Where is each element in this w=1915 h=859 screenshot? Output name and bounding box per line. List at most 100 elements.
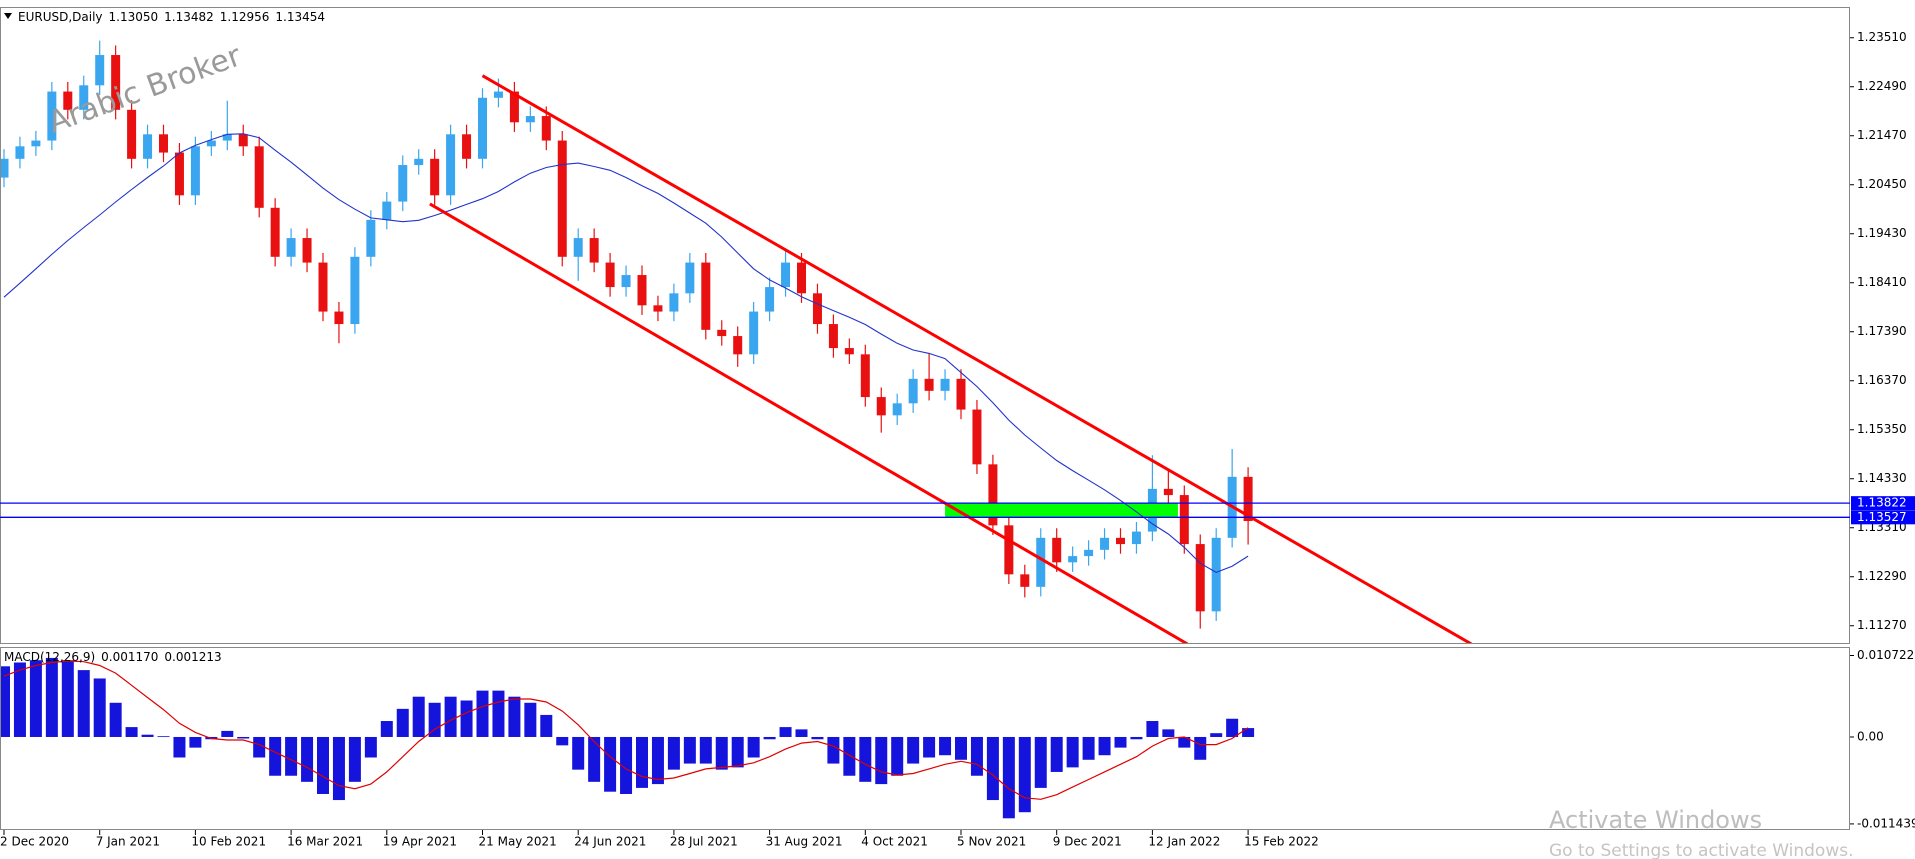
macd-bar: [795, 729, 808, 737]
candle-body: [430, 158, 440, 196]
candle-body: [621, 275, 631, 288]
dropdown-arrow[interactable]: [4, 13, 12, 19]
candle-body: [605, 262, 615, 288]
candle-body: [717, 329, 727, 337]
candle-body: [206, 140, 216, 147]
y-tick-label: 1.21470: [1857, 128, 1907, 142]
candle-body: [79, 85, 89, 110]
x-tick-label: 28 Jul 2021: [670, 835, 738, 849]
y-tick-label: 1.17390: [1857, 324, 1907, 338]
y-tick-label: 1.22490: [1857, 79, 1907, 93]
macd-bar: [747, 736, 760, 758]
readout-value: 0.001213: [164, 650, 221, 664]
macd-bar: [492, 690, 505, 737]
macd-bar: [923, 736, 936, 758]
macd-bar: [588, 736, 601, 782]
y-tick-label: -0.011439: [1857, 816, 1915, 830]
x-tick-label: 2 Dec 2020: [0, 835, 69, 849]
macd-bar: [301, 736, 314, 782]
macd-bar: [939, 736, 952, 756]
macd-bar: [412, 696, 425, 737]
macd-bar: [683, 736, 696, 764]
macd-bar: [572, 736, 585, 770]
macd-bar: [1210, 733, 1223, 737]
macd-bar: [1178, 736, 1191, 748]
macd-bar: [317, 736, 329, 794]
macd-bar: [1226, 718, 1239, 737]
macd-bar: [1098, 736, 1111, 756]
macd-bar: [1114, 736, 1127, 748]
macd-bar: [604, 736, 617, 792]
candle-body: [222, 134, 232, 141]
macd-bar: [476, 690, 489, 737]
candle-body: [908, 378, 918, 404]
macd-bar: [364, 736, 377, 758]
readout-value: 1.13482: [164, 10, 214, 24]
candle-body: [190, 146, 200, 196]
candle-body: [414, 158, 424, 166]
candle-body: [366, 219, 376, 257]
macd-bar: [986, 736, 999, 801]
macd-bar: [827, 736, 840, 764]
y-tick-label: 0.00: [1857, 729, 1884, 743]
zone: [945, 503, 1178, 518]
candle-body: [573, 238, 583, 257]
macd-bar: [125, 727, 138, 737]
macd-bar: [428, 702, 441, 737]
candle-body: [95, 55, 105, 86]
y-tick-label: 1.19430: [1857, 226, 1907, 240]
candle-body: [1020, 574, 1030, 587]
candle-body: [765, 287, 775, 312]
macd-bar: [970, 736, 983, 776]
candle-body: [653, 305, 663, 312]
y-tick-label: 1.23510: [1857, 30, 1907, 44]
candle-body: [0, 158, 9, 178]
macd-bar: [1066, 736, 1079, 768]
macd-bar: [540, 714, 553, 737]
y-tick-label: 1.15350: [1857, 422, 1907, 436]
signal-line: [3, 660, 1249, 800]
x-tick-label: 5 Nov 2021: [957, 835, 1026, 849]
macd-bar: [1146, 721, 1159, 737]
candle-body: [446, 134, 456, 196]
candle-body: [31, 140, 41, 147]
macd-bar: [237, 736, 250, 739]
candle-body: [1243, 476, 1253, 522]
candle-body: [892, 403, 902, 416]
macd-bar: [253, 736, 266, 758]
y-tick-label: 0.010722: [1857, 648, 1914, 662]
macd-bar: [221, 730, 234, 737]
macd-bar: [811, 736, 824, 740]
macd-bar: [1018, 736, 1031, 813]
macd-bar: [0, 666, 10, 737]
macd-bar: [1242, 728, 1255, 737]
candle-body: [972, 409, 982, 465]
macd-bar: [1130, 736, 1143, 740]
macd-bar: [699, 736, 712, 764]
candle-body: [254, 146, 264, 208]
readout: EURUSD,Daily 1.13050 1.13482 1.12956 1.13454: [18, 10, 325, 24]
candle-body: [557, 140, 567, 257]
candle-body: [797, 262, 806, 294]
macd-bar: [444, 696, 457, 737]
candle-body: [270, 207, 280, 257]
candle-body: [1084, 549, 1094, 557]
x-tick-label: 19 Apr 2021: [383, 835, 457, 849]
level-label: 1.13822: [1857, 496, 1907, 510]
candle-body: [143, 134, 153, 159]
trendline: [429, 202, 1189, 644]
x-tick-label: 21 May 2021: [479, 835, 557, 849]
readout-title: EURUSD,Daily: [18, 10, 103, 24]
readout-value: 1.13050: [109, 10, 159, 24]
candle-body: [844, 348, 854, 355]
macd-bar: [636, 736, 648, 788]
level-label-box: [1851, 496, 1915, 511]
level-label: 1.13527: [1857, 510, 1907, 524]
price-panel-border: [0, 7, 1850, 644]
candle-body: [1211, 537, 1221, 612]
candle-body: [525, 116, 535, 123]
y-tick-label: 1.14330: [1857, 471, 1907, 485]
candle-body: [382, 201, 392, 220]
macd-bar: [667, 736, 680, 770]
